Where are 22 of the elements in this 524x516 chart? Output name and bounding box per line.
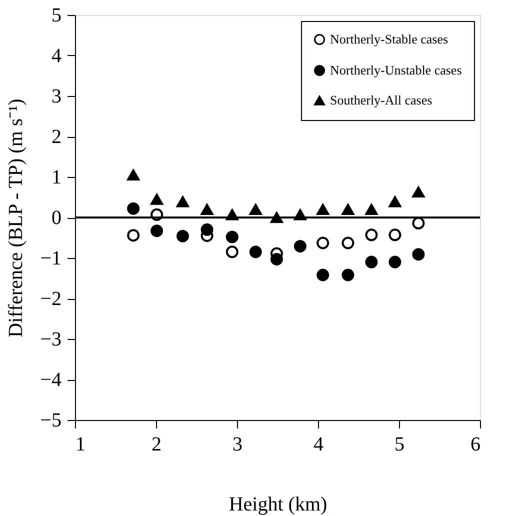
y-tick-label: −4 bbox=[40, 369, 62, 391]
y-tick-label: 0 bbox=[52, 207, 62, 229]
x-axis-title: Height (km) bbox=[228, 494, 328, 516]
y-tick-label: −2 bbox=[40, 288, 62, 310]
legend-label: Southerly-All cases bbox=[330, 92, 432, 108]
x-tick-label: 6 bbox=[470, 434, 480, 456]
x-tick-label: 1 bbox=[76, 434, 86, 456]
y-tick-label: −1 bbox=[40, 248, 62, 270]
x-tick-label: 5 bbox=[394, 434, 404, 456]
y-axis-title: Difference (BLP - TP) (m s⁻¹) bbox=[5, 98, 28, 338]
legend-label: Northerly-Stable cases bbox=[330, 32, 448, 46]
y-tick-label: 4 bbox=[52, 45, 62, 67]
y-tick-label: 5 bbox=[52, 4, 62, 26]
y-tick-label: −3 bbox=[40, 328, 62, 350]
y-tick-label: 2 bbox=[52, 126, 62, 148]
x-tick-label: 2 bbox=[152, 434, 162, 456]
legend-label: Northerly-Unstable cases bbox=[330, 62, 462, 78]
y-tick-label: −5 bbox=[40, 410, 62, 432]
x-tick-label: 4 bbox=[314, 434, 324, 456]
x-tick-label: 3 bbox=[232, 434, 242, 456]
y-tick-label: 3 bbox=[52, 86, 62, 108]
y-tick-label: 1 bbox=[52, 166, 62, 188]
